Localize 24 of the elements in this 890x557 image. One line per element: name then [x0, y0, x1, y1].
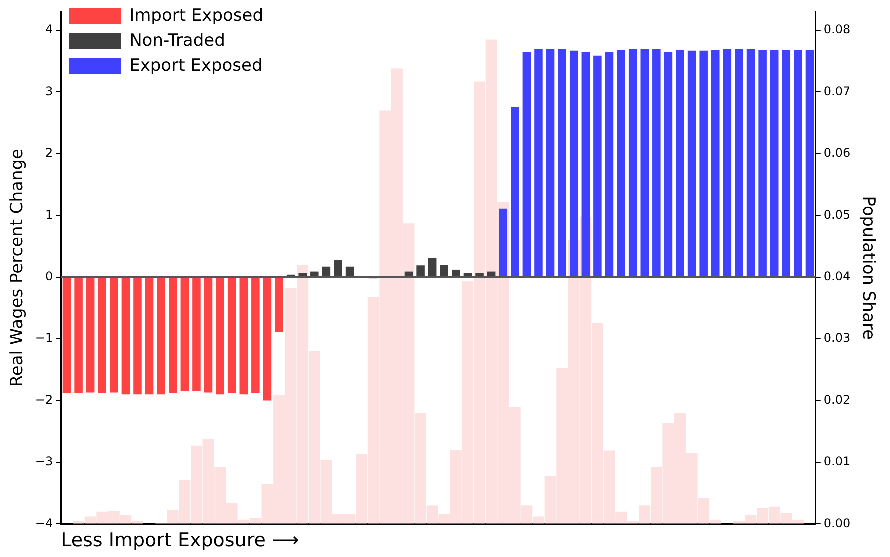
y-tick-label: 0	[45, 269, 54, 284]
y-tick-label: −1	[35, 331, 54, 346]
x-axis-title: Less Import Exposure ⟶	[61, 530, 300, 552]
y2-tick-label: 0.04	[824, 269, 851, 284]
y-tick-label: 1	[45, 208, 54, 222]
y2-tick-label: 0.08	[824, 22, 851, 37]
y2-tick-label: 0.02	[824, 392, 851, 407]
y2-tick-label: 0.06	[824, 146, 851, 160]
y-axis-title: Real Wages Percent Change	[8, 149, 28, 388]
y2-tick-label: 0.00	[824, 516, 851, 530]
y2-axis-title: Population Share	[858, 196, 878, 340]
y-tick-label: 3	[45, 84, 54, 98]
y-tick-label: −3	[35, 454, 54, 469]
y2-tick-label: 0.07	[824, 84, 851, 98]
y-tick-label: −2	[35, 392, 54, 407]
legend-label: Export Exposed	[130, 56, 263, 76]
y-tick-label: −4	[35, 516, 54, 530]
legend-label: Import Exposed	[130, 6, 264, 26]
y2-tick-label: 0.05	[824, 208, 851, 222]
y-tick-label: 2	[45, 146, 54, 160]
legend-label: Non-Traded	[130, 30, 226, 51]
y2-tick-label: 0.03	[824, 331, 851, 346]
y-tick-label: 4	[45, 22, 54, 37]
y2-tick-label: 0.01	[824, 454, 851, 469]
